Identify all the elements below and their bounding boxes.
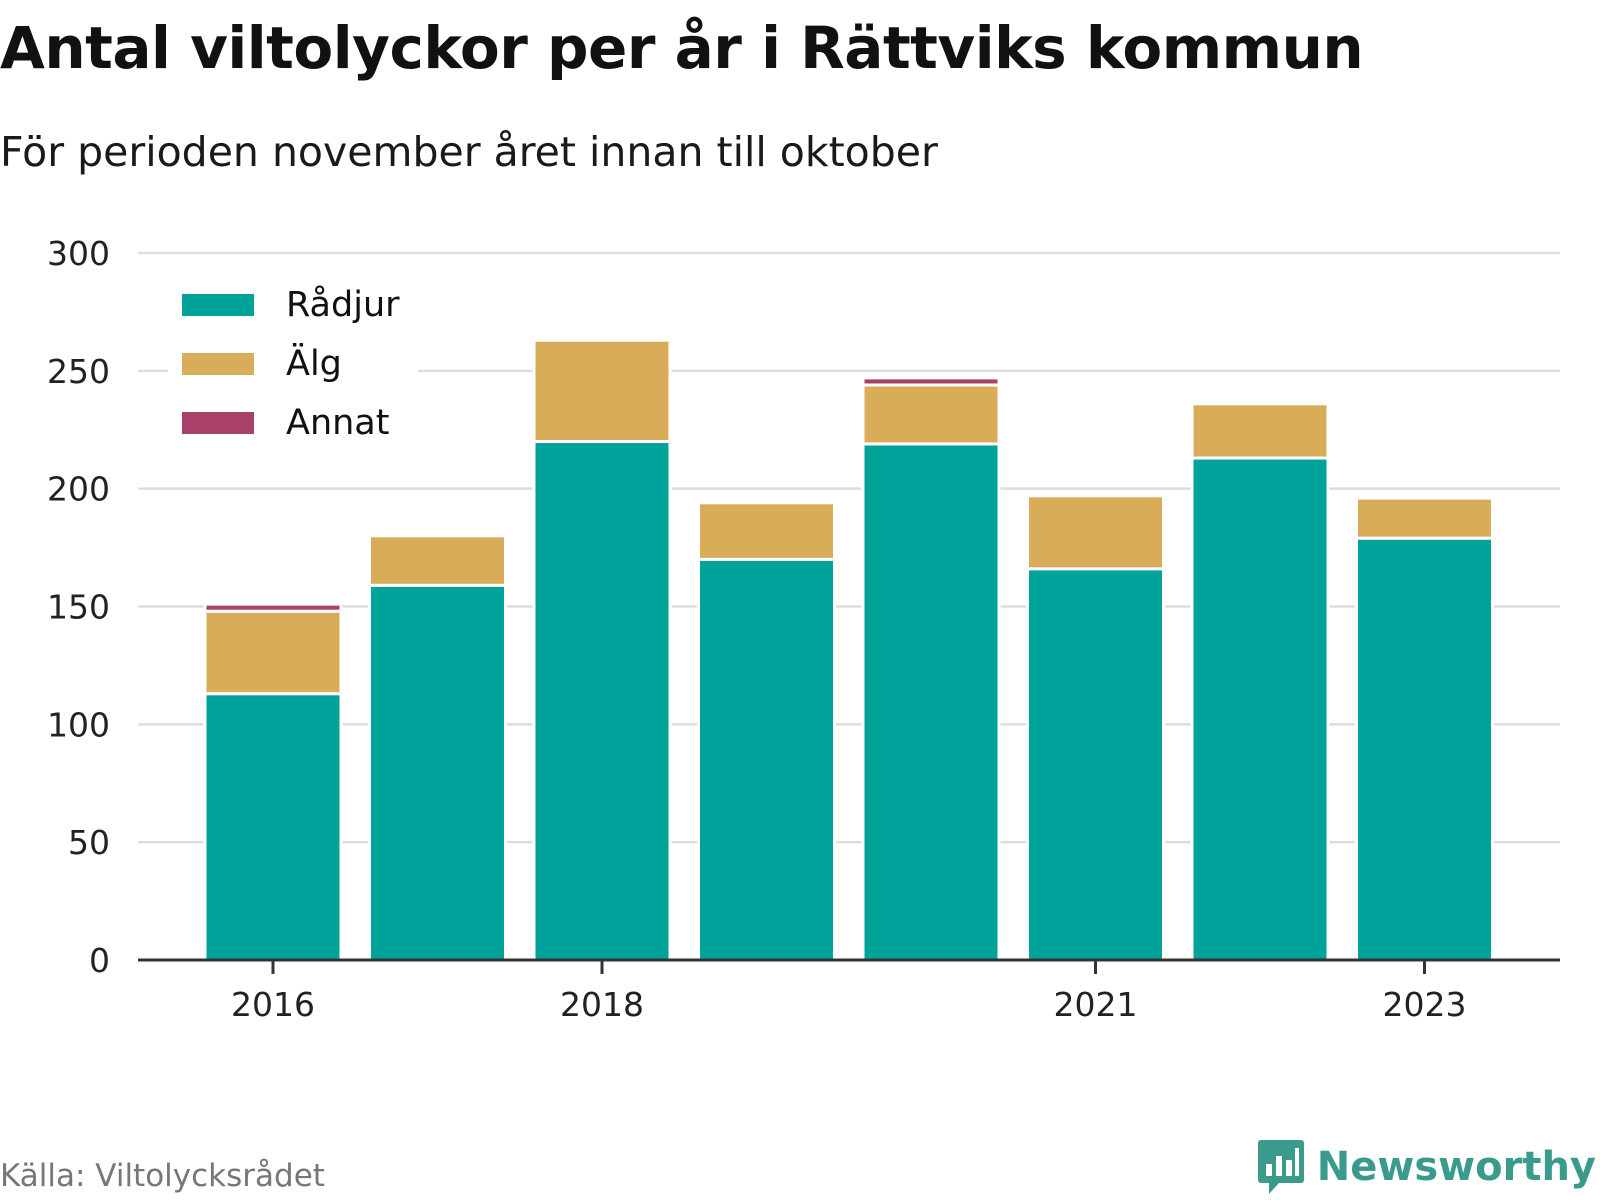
legend-label: Älg	[286, 342, 342, 384]
bar-segment	[1190, 402, 1330, 460]
bar-segment	[203, 609, 343, 696]
legend: Rådjur Älg Annat	[168, 270, 418, 455]
y-tick-label: 250	[47, 352, 110, 391]
bar-segment	[1026, 491, 1165, 498]
bar-segment	[532, 440, 672, 962]
source-note: Källa: Viltolycksrådet	[0, 1158, 325, 1194]
y-tick-label: 150	[47, 588, 110, 627]
bar-segment	[1355, 496, 1494, 540]
x-tick-label: 2021	[1054, 985, 1138, 1024]
legend-label: Annat	[286, 403, 389, 443]
bar-segment	[1190, 456, 1330, 962]
bar-segment	[1026, 567, 1165, 962]
axes: 0 50 100 150 200 250 300 2016 2018 2021 2023	[47, 234, 1560, 1024]
bar-segment	[697, 557, 836, 962]
y-tick-label: 200	[47, 470, 110, 509]
bars	[203, 338, 1494, 962]
bar-segment	[203, 692, 343, 962]
bar-segment	[368, 583, 507, 962]
bar-segment	[861, 376, 1001, 387]
x-tick-label: 2023	[1383, 985, 1467, 1024]
bar-segment	[861, 442, 1001, 962]
legend-swatch	[182, 353, 254, 375]
bar-segment	[203, 602, 343, 613]
bar-segment	[697, 501, 836, 561]
stacked-bar-chart: 0 50 100 150 200 250 300 2016 2018 2021 2023 Rådju…	[47, 234, 1560, 1024]
x-tick-label: 2016	[231, 985, 315, 1024]
bar-segment	[532, 338, 672, 444]
legend-swatch	[182, 412, 254, 434]
logo-text: Newsworthy	[1316, 1144, 1596, 1190]
chart-subtitle: För perioden november året innan till ok…	[0, 128, 938, 176]
legend-label: Rådjur	[286, 284, 400, 325]
bar-segment	[368, 534, 507, 587]
newsworthy-logo: Newsworthy	[1257, 1138, 1596, 1196]
y-tick-label: 50	[68, 823, 110, 862]
newsworthy-logo-icon	[1257, 1140, 1304, 1194]
y-tick-label: 100	[47, 705, 110, 744]
bar-segment	[861, 383, 1001, 446]
bar-segment	[1026, 494, 1165, 571]
chart-title: Antal viltolyckor per år i Rättviks komm…	[0, 14, 1364, 82]
x-tick-label: 2018	[560, 985, 644, 1024]
bar-segment	[1355, 536, 1494, 962]
y-tick-label: 0	[89, 941, 110, 980]
y-tick-label: 300	[47, 234, 110, 273]
legend-swatch	[182, 294, 254, 316]
